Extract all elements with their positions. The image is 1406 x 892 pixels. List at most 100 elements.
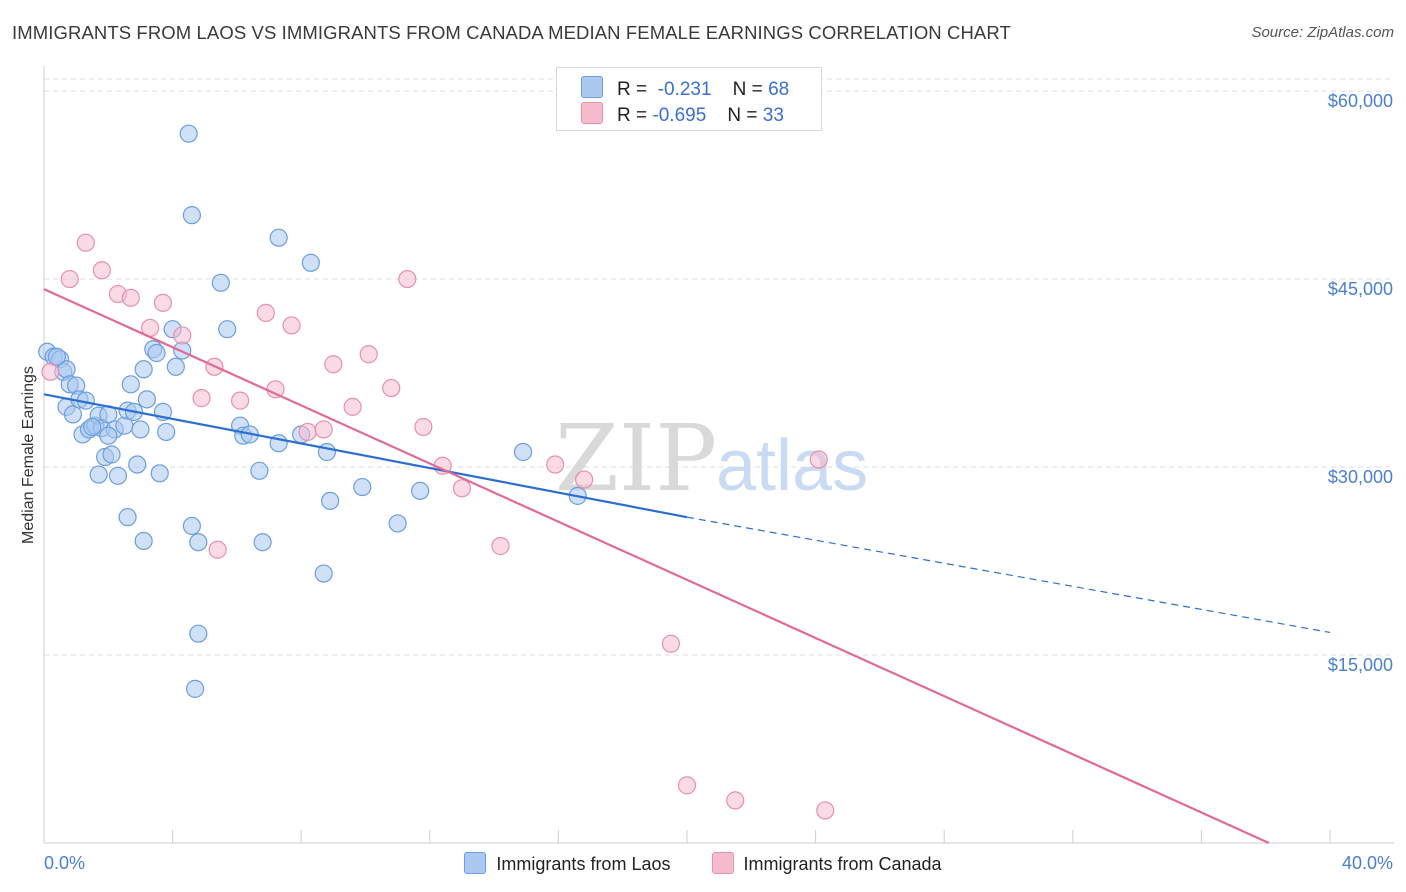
- laos-point: [134, 531, 153, 551]
- laos-n-value: 68: [768, 79, 790, 100]
- laos-point: [269, 228, 288, 247]
- laos-point: [211, 273, 230, 292]
- canada-point: [153, 293, 173, 312]
- canada-point: [41, 362, 60, 381]
- y-axis-label: Median Female Earnings: [20, 366, 37, 544]
- laos-point: [314, 564, 333, 583]
- laos-point: [182, 206, 201, 225]
- legend-canada-label: Immigrants from Canada: [743, 854, 942, 874]
- laos-point: [253, 533, 272, 552]
- canada-point: [298, 422, 317, 442]
- canada-point: [414, 417, 433, 437]
- laos-point: [131, 420, 150, 439]
- laos-point: [189, 624, 208, 643]
- laos-point: [89, 465, 108, 484]
- legend-row-canada: R = -0.695 N = 33: [581, 102, 784, 126]
- canada-point: [282, 316, 301, 335]
- canada-point: [208, 540, 227, 559]
- source-label: Source: ZipAtlas.com: [1251, 24, 1394, 41]
- watermark: ZIP atlas: [555, 405, 868, 512]
- canada-r-label: R =: [617, 105, 648, 126]
- laos-point: [157, 422, 176, 442]
- legend-row-laos: R = -0.231 N = 68: [581, 76, 789, 100]
- canada-point: [173, 326, 192, 345]
- laos-point: [128, 455, 147, 474]
- y-tick-label: $45,000: [1328, 279, 1393, 299]
- laos-n-label: N =: [732, 79, 763, 100]
- laos-point: [99, 426, 118, 445]
- x-tick-label-min: 0.0%: [44, 853, 85, 873]
- laos-point: [134, 360, 153, 379]
- series-legend: Immigrants from Laos Immigrants from Can…: [0, 852, 1406, 875]
- canada-trend-line: [43, 288, 1270, 845]
- laos-point: [179, 124, 198, 143]
- axes: [43, 66, 1394, 844]
- canada-point: [314, 420, 333, 439]
- laos-point: [301, 253, 320, 272]
- laos-point: [118, 508, 137, 527]
- canada-point: [575, 470, 594, 489]
- canada-point: [231, 391, 250, 410]
- laos-trend-extension: [686, 516, 1331, 634]
- laos-point: [182, 516, 201, 536]
- legend-item-canada[interactable]: Immigrants from Canada: [711, 852, 942, 875]
- laos-point: [250, 461, 269, 480]
- laos-point: [186, 679, 205, 698]
- canada-n-label: N =: [727, 105, 758, 126]
- y-tick-label: $30,000: [1328, 467, 1393, 487]
- laos-point: [147, 343, 166, 363]
- canada-n-value: 33: [762, 105, 784, 126]
- canada-point: [491, 536, 510, 556]
- canada-point: [398, 269, 417, 289]
- canada-point: [343, 397, 362, 416]
- laos-r-value: -0.231: [657, 79, 712, 100]
- canada-point: [677, 776, 697, 795]
- laos-point: [321, 491, 340, 510]
- canada-point: [359, 345, 378, 364]
- canada-point: [726, 791, 745, 810]
- laos-point: [102, 445, 121, 464]
- canada-point: [92, 261, 111, 280]
- canada-point: [452, 479, 472, 498]
- watermark-atlas: atlas: [716, 426, 868, 506]
- laos-point: [218, 320, 237, 339]
- legend-item-laos[interactable]: Immigrants from Laos: [464, 852, 670, 875]
- laos-point: [166, 357, 185, 376]
- laos-trend-line: [43, 393, 688, 519]
- chart-title: IMMIGRANTS FROM LAOS VS IMMIGRANTS FROM …: [12, 22, 1011, 43]
- laos-legend-swatch-icon: [464, 852, 487, 874]
- canada-point: [192, 389, 211, 408]
- laos-point: [63, 405, 83, 424]
- canada-point: [76, 233, 95, 252]
- y-tick-label: $15,000: [1328, 655, 1393, 675]
- laos-point: [137, 390, 156, 409]
- laos-point: [353, 477, 372, 497]
- canada-point: [256, 303, 275, 322]
- trend-lines: [43, 288, 1331, 845]
- canada-r-value: -0.695: [652, 105, 707, 126]
- canada-point: [546, 455, 565, 474]
- x-tick-label-max: 40.0%: [1342, 853, 1393, 873]
- canada-point: [661, 634, 681, 653]
- laos-swatch-icon: [581, 76, 603, 98]
- legend-laos-label: Immigrants from Laos: [496, 854, 671, 874]
- canada-point: [324, 355, 343, 374]
- laos-point: [411, 481, 430, 500]
- gridlines: [44, 78, 1394, 656]
- y-tick-label: $60,000: [1328, 91, 1393, 111]
- canada-point: [816, 801, 835, 820]
- laos-r-label: R =: [617, 79, 648, 100]
- canada-point: [382, 378, 401, 398]
- canada-swatch-icon: [581, 102, 603, 124]
- canada-point: [121, 288, 140, 307]
- laos-point: [388, 514, 407, 533]
- tick-labels: $15,000 $30,000 $45,000 $60,000 0.0% 40.0%: [44, 91, 1393, 873]
- laos-point: [47, 347, 66, 366]
- canada-legend-swatch-icon: [711, 852, 734, 874]
- laos-point: [513, 442, 533, 462]
- laos-point: [83, 417, 102, 437]
- laos-point: [317, 442, 337, 462]
- laos-point: [150, 464, 169, 483]
- stats-legend: R = -0.231 N = 68 R = -0.695 N = 33: [556, 67, 822, 131]
